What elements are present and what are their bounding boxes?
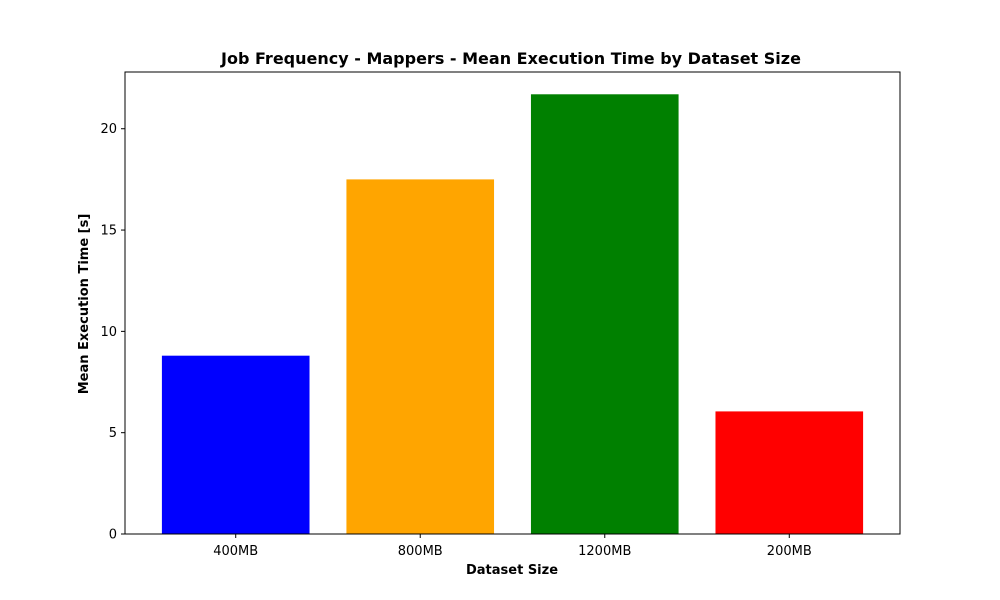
x-tick-label: 800MB (398, 544, 443, 559)
plot-area: 400MB 800MB 1200MB 200MB 0 5 10 15 20 (100, 71, 901, 559)
x-tick-label: 200MB (767, 544, 812, 559)
bar-1200mb (530, 94, 679, 534)
axes-frame (124, 71, 901, 535)
bar-800mb (346, 179, 495, 535)
x-tick-label: 400MB (213, 544, 258, 559)
x-tick-label: 1200MB (578, 544, 631, 559)
chart-title: Job Frequency - Mappers - Mean Execution… (220, 49, 801, 68)
y-tick-label: 5 (109, 426, 117, 441)
y-axis-label: Mean Execution Time [s] (77, 214, 92, 395)
bar-200mb (715, 411, 864, 534)
x-axis-label: Dataset Size (466, 563, 558, 578)
y-tick-label: 0 (109, 528, 117, 543)
y-tick-label: 20 (100, 122, 117, 137)
bar-400mb (161, 355, 310, 534)
y-tick-label: 15 (100, 224, 117, 239)
y-tick-label: 10 (100, 325, 117, 340)
